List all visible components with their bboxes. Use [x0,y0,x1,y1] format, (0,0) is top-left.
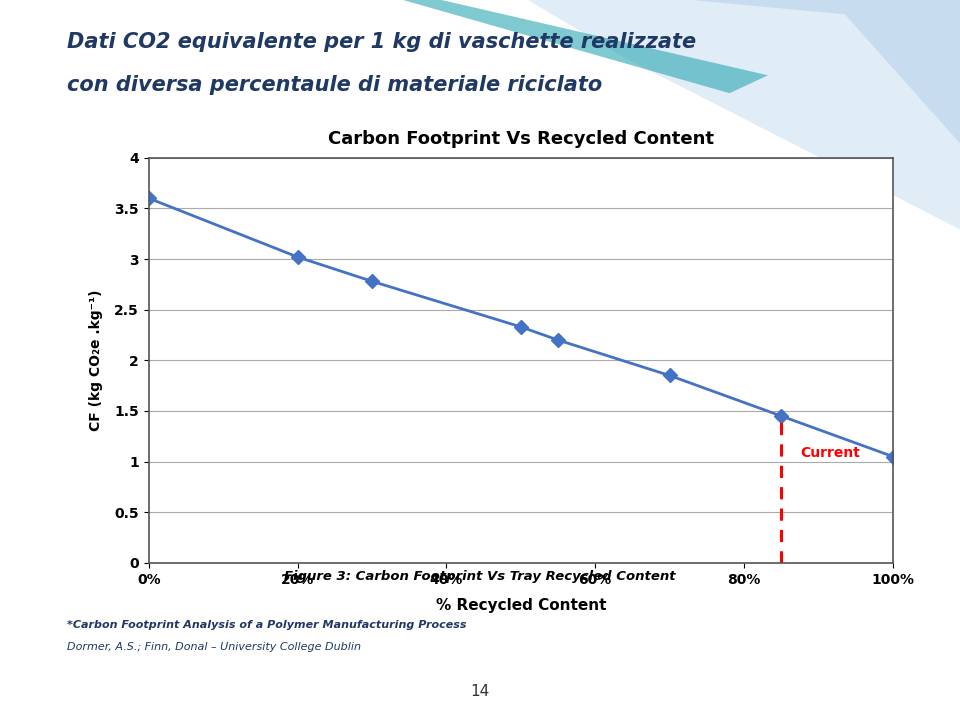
Text: 14: 14 [470,684,490,699]
Y-axis label: CF (kg CO₂e .kg⁻¹): CF (kg CO₂e .kg⁻¹) [89,290,104,431]
Polygon shape [528,0,960,229]
Title: Carbon Footprint Vs Recycled Content: Carbon Footprint Vs Recycled Content [327,130,714,148]
Text: con diversa percentaule di materiale riciclato: con diversa percentaule di materiale ric… [67,75,603,95]
Text: *Carbon Footprint Analysis of a Polymer Manufacturing Process: *Carbon Footprint Analysis of a Polymer … [67,620,467,630]
Text: Figure 3: Carbon Footprint Vs Tray Recycled Content: Figure 3: Carbon Footprint Vs Tray Recyc… [284,570,676,583]
Polygon shape [691,0,960,143]
Text: Current: Current [800,447,859,460]
Text: Dati CO2 equivalente per 1 kg di vaschette realizzate: Dati CO2 equivalente per 1 kg di vaschet… [67,32,696,52]
Polygon shape [403,0,768,93]
Text: Dormer, A.S.; Finn, Donal – University College Dublin: Dormer, A.S.; Finn, Donal – University C… [67,642,361,652]
X-axis label: % Recycled Content: % Recycled Content [436,598,606,613]
